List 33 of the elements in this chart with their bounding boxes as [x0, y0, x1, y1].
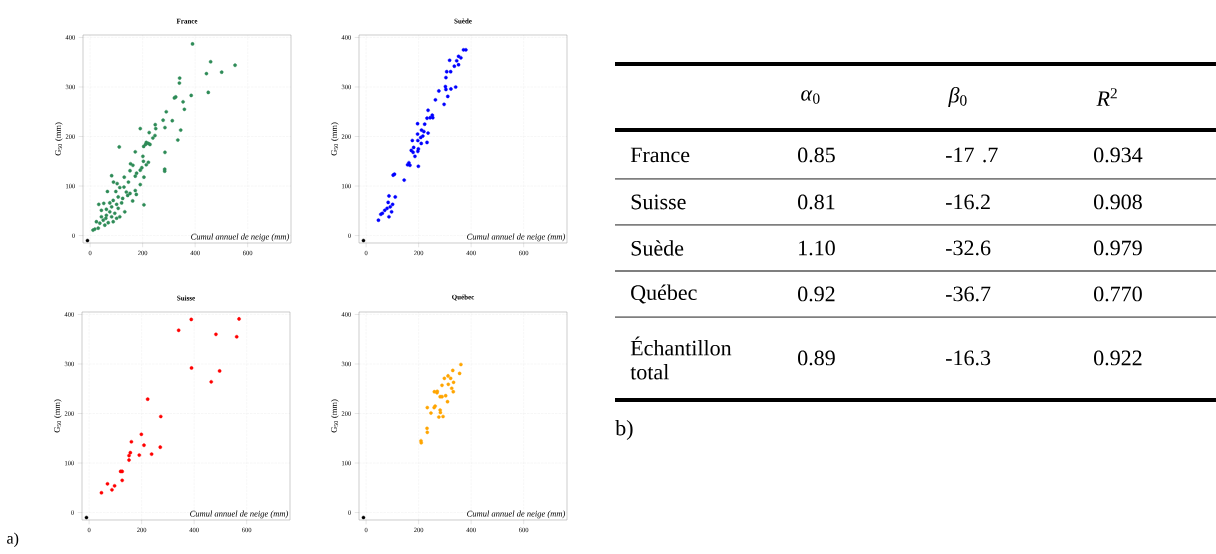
text: R$^{2}$	[1096, 88, 1117, 106]
x-axis-title: Cumul annuel de neige (mm)	[190, 510, 289, 519]
text: 0.922	[1094, 350, 1142, 366]
text: 0.85	[798, 147, 835, 163]
y-axis-title: G$_{50}$ (mm)	[53, 399, 62, 433]
text: -17 .7	[946, 147, 998, 163]
text: a)	[7, 532, 19, 547]
text: b)	[615, 420, 633, 440]
text: -36.7	[946, 286, 991, 302]
text: 1.10	[799, 240, 835, 256]
text: Suède	[631, 240, 684, 256]
text: France	[630, 147, 690, 163]
text: -32.6	[946, 240, 991, 256]
text: -16.3	[946, 350, 991, 366]
text: 0.81	[798, 194, 835, 210]
x-axis-title: Cumul annuel de neige (mm)	[467, 510, 566, 519]
text: β$_{0}$	[948, 86, 967, 108]
text: 0.92	[798, 286, 835, 302]
x-axis-title: Cumul annuel de neige (mm)	[191, 233, 290, 242]
text: Échantillon total	[630, 336, 732, 380]
y-axis-title: G$_{50}$ (mm)	[54, 122, 63, 156]
text: 0.979	[1094, 240, 1142, 256]
text: 0.89	[798, 350, 835, 366]
y-axis-title: G$_{50}$ (mm)	[330, 122, 339, 156]
x-axis-title: Cumul annuel de neige (mm)	[467, 233, 566, 242]
text: Suisse	[631, 194, 686, 210]
text: Québec	[631, 284, 697, 304]
text: 0.770	[1094, 286, 1142, 302]
text: 0.934	[1094, 147, 1143, 163]
text: -16.2	[946, 194, 990, 210]
text: α$_{0}$	[801, 90, 820, 104]
y-axis-title: G$_{50}$ (mm)	[330, 399, 339, 433]
text: 0.908	[1094, 194, 1142, 210]
